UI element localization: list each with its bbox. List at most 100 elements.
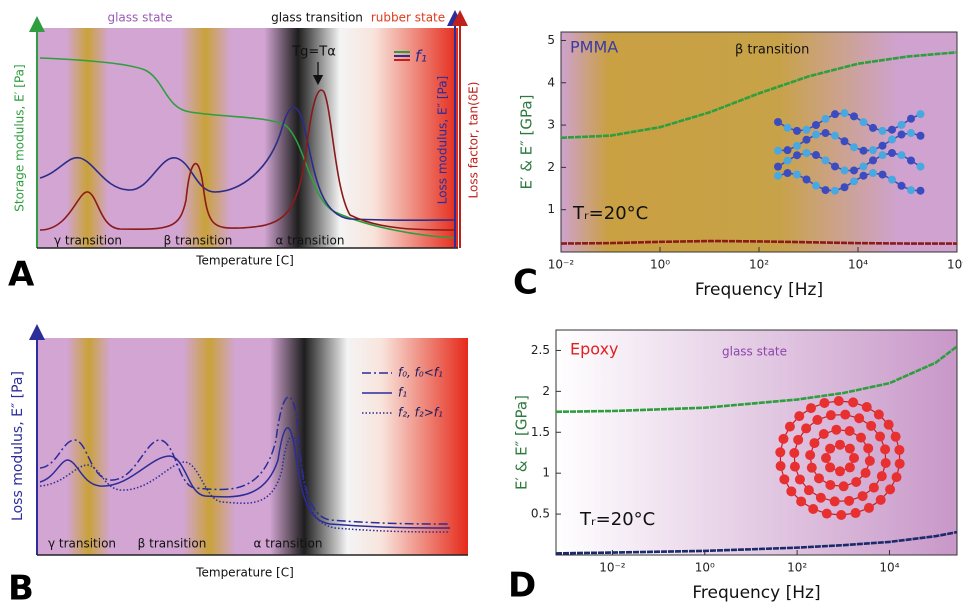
molecule-bead (806, 462, 817, 473)
molecule-bead (916, 186, 925, 195)
molecule-bead (838, 481, 849, 492)
y-tick-label: 2 (547, 160, 555, 174)
molecule-bead (793, 434, 804, 445)
molecule-bead (793, 151, 801, 160)
molecule-bead (854, 413, 865, 424)
y-tick-label: 2.5 (531, 343, 550, 357)
molecule-bead (859, 146, 868, 155)
x-tick-label: 10⁻² (599, 561, 626, 575)
molecule-bead (840, 166, 849, 175)
molecule-bead (859, 171, 868, 180)
molecule-bead (796, 496, 807, 507)
molecule-bead (875, 494, 886, 505)
molecule-bead (868, 482, 879, 493)
molecule-bead (789, 461, 800, 472)
transition-label: α transition (254, 537, 323, 551)
y-tick-label: 1.5 (531, 425, 550, 439)
molecule-bead (818, 429, 829, 440)
molecule-bead (850, 166, 858, 175)
molecule-bead (876, 471, 887, 482)
molecule-bead (793, 126, 801, 135)
molecule-bead (907, 129, 915, 138)
molecule-bead (812, 130, 820, 139)
molecule-bead (774, 118, 782, 126)
molecule-bead (802, 135, 811, 144)
y-tick-label: 1 (542, 466, 550, 480)
molecule-bead (860, 467, 871, 478)
molecule-bead (819, 397, 830, 408)
molecule-bead (774, 146, 782, 155)
molecule-bead (779, 474, 790, 485)
molecule-bead (821, 453, 831, 463)
legend-label: f₂, f₂>f₁ (398, 406, 443, 420)
molecule-bead (861, 401, 872, 412)
x-tick-label: 10⁴ (879, 561, 899, 575)
molecule-bead (907, 114, 915, 123)
molecule-bead (850, 143, 858, 152)
molecule-bead (831, 131, 839, 140)
y-tick-label: 1 (547, 202, 555, 216)
molecule-bead (907, 186, 915, 195)
x-axis-label: Temperature [C] (195, 566, 294, 580)
molecule-bead (864, 455, 875, 466)
molecule-bead (793, 170, 801, 179)
molecule-bead (812, 121, 820, 130)
molecule-bead (821, 114, 830, 123)
molecule-bead (916, 162, 925, 171)
molecule-bead (829, 496, 840, 507)
loss-factor-curve (39, 89, 456, 231)
molecule-bead (801, 423, 812, 434)
molecule-bead (885, 484, 896, 495)
panel-letter: D (508, 566, 536, 605)
molecule-bead (869, 123, 877, 132)
molecule-bead (821, 508, 832, 519)
molecule-bead (802, 149, 811, 158)
transition-label: α transition (276, 234, 345, 248)
molecule-bead (825, 462, 836, 473)
panel-b-background (37, 338, 468, 555)
molecule-bead (916, 131, 925, 140)
transition-label: β transition (138, 537, 207, 551)
molecule-bead (794, 474, 805, 485)
molecule-bead (825, 410, 836, 421)
state-label: rubber state (371, 11, 445, 25)
molecule-bead (851, 476, 862, 487)
molecule-bead (890, 431, 901, 442)
y-tick-label: 0.5 (531, 507, 550, 521)
panel-letter: B (8, 569, 34, 605)
state-label: glass state (107, 11, 172, 25)
molecule-bead (850, 112, 858, 121)
x-tick-label: 10² (787, 561, 807, 575)
molecule-bead (880, 458, 891, 469)
molecule-bead (888, 135, 896, 144)
series-line (555, 530, 958, 555)
state-label: glass transition (271, 11, 363, 25)
molecule-bead (857, 491, 868, 502)
molecule-bead (821, 156, 830, 165)
annotation: Tᵣ=20°C (572, 203, 648, 224)
molecule-bead (850, 508, 861, 519)
x-tick-label: 10⁴ (848, 258, 868, 272)
molecule-bead (831, 186, 839, 195)
molecule-bead (848, 397, 859, 408)
molecule-bead (907, 156, 915, 165)
tg-annotation: Tg=Tα (291, 45, 336, 60)
molecule-bead (869, 156, 877, 165)
molecule-bead (869, 146, 877, 155)
molecule-bead (812, 151, 820, 160)
f2-curve (39, 435, 451, 533)
molecule-bead (866, 420, 877, 431)
molecule-bead (878, 170, 887, 179)
molecule-bead (774, 171, 782, 180)
molecule-bead (783, 146, 792, 155)
series-line (560, 239, 957, 245)
molecule-bead (835, 466, 845, 477)
panel-letter: A (8, 255, 35, 295)
pmma-molecule (774, 109, 925, 195)
molecule-bead (778, 433, 789, 444)
series-line (555, 345, 958, 414)
molecule-bond (777, 152, 921, 172)
molecule-bead (840, 137, 849, 146)
molecule-bead (840, 409, 851, 420)
